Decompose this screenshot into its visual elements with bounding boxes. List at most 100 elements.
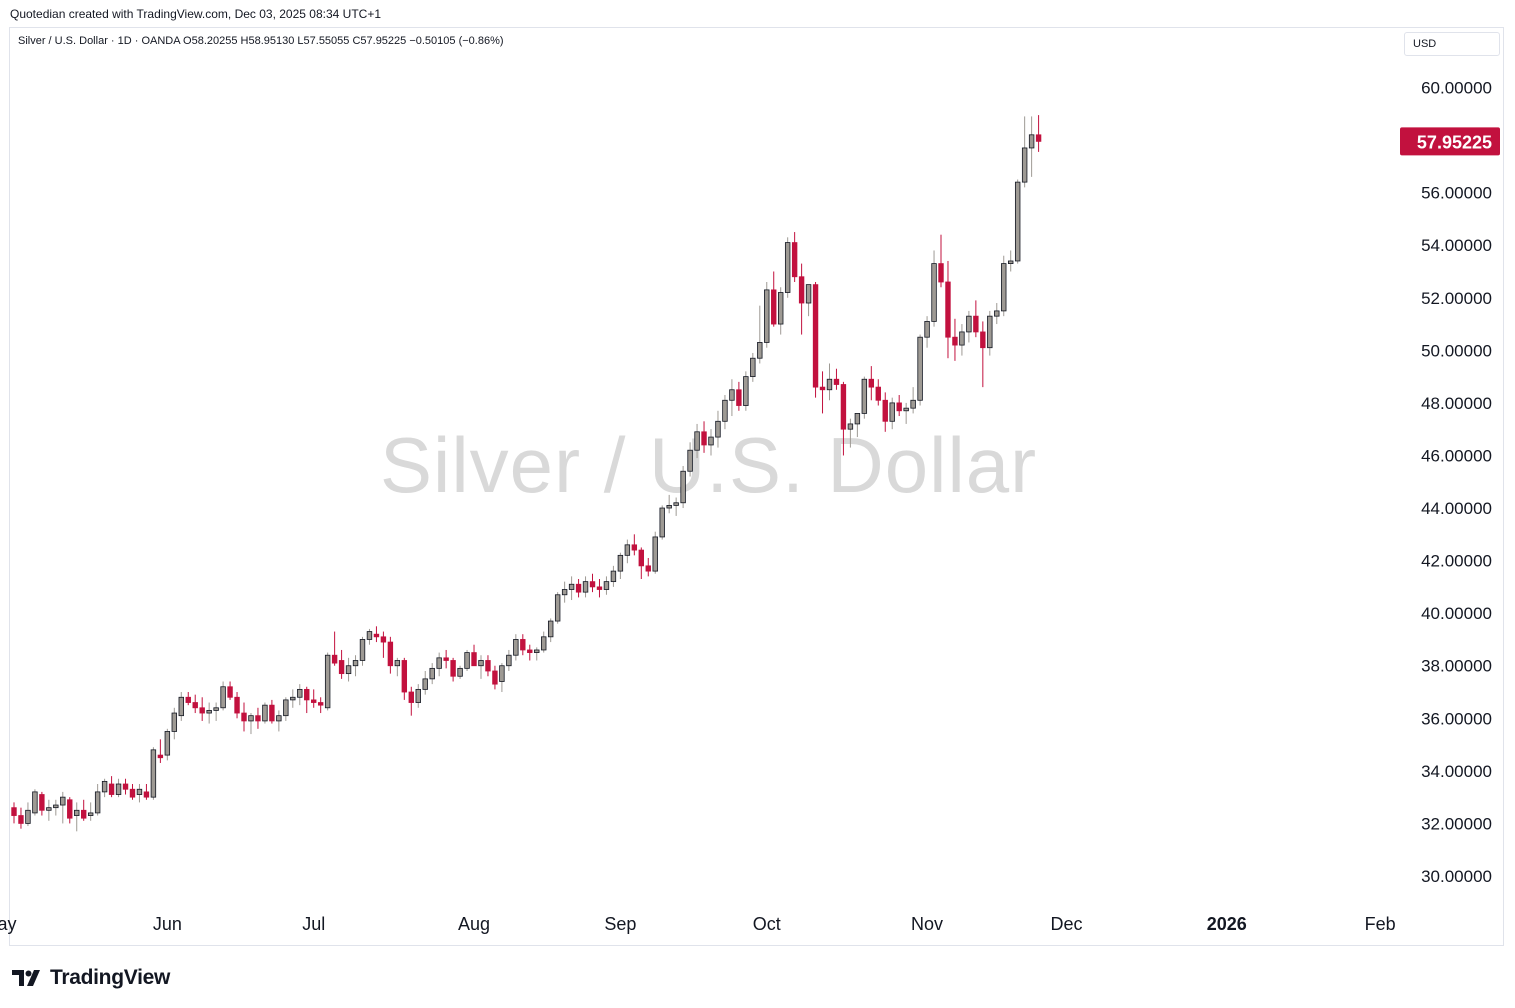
candle — [352, 655, 359, 677]
candle — [798, 263, 805, 335]
chart-frame[interactable] — [9, 27, 1504, 946]
candle-body — [94, 791, 101, 814]
candle — [554, 592, 561, 624]
candle — [53, 799, 59, 816]
candle — [262, 702, 268, 724]
candle-body — [380, 636, 387, 643]
y-tick-label: 46.00000 — [1421, 446, 1492, 465]
candle — [492, 665, 498, 690]
candle-body — [478, 660, 484, 667]
candle-body — [248, 715, 254, 722]
candle — [534, 647, 540, 661]
candle-body — [345, 665, 352, 675]
y-tick-label: 50.00000 — [1421, 341, 1492, 360]
candle-body — [317, 702, 324, 706]
candle-body — [638, 549, 644, 567]
candle — [520, 634, 526, 656]
y-tick-label: 52.00000 — [1421, 289, 1492, 308]
candle-body — [485, 660, 491, 672]
candle-body — [53, 804, 59, 809]
candle — [443, 649, 449, 669]
candle — [108, 776, 115, 798]
candle-body — [736, 389, 742, 406]
candle-body — [610, 570, 617, 583]
candle — [185, 692, 191, 706]
candle — [457, 665, 463, 679]
candle — [833, 368, 840, 390]
candle-body — [568, 583, 575, 590]
candle-body — [931, 263, 937, 322]
candle-body — [896, 402, 902, 412]
candle-body — [352, 660, 359, 667]
candle-body — [464, 652, 470, 669]
candle — [582, 576, 589, 598]
candle — [701, 421, 707, 453]
candle — [345, 657, 352, 682]
candle-body — [868, 378, 875, 388]
candle — [283, 697, 289, 721]
candle-body — [443, 657, 449, 661]
candle — [959, 324, 965, 356]
candle — [778, 287, 784, 335]
candle — [1001, 255, 1007, 317]
candle — [464, 649, 470, 671]
candle — [987, 310, 993, 356]
candle — [589, 573, 596, 593]
candle-body — [87, 812, 94, 816]
candle-body — [206, 710, 212, 714]
currency-selector[interactable]: USD — [1404, 32, 1500, 56]
candle — [610, 565, 617, 587]
candle-body — [903, 407, 909, 412]
candle-body — [164, 731, 171, 756]
attribution-text: Quotedian created with TradingView.com, … — [10, 7, 381, 21]
candle-body — [966, 315, 972, 333]
x-tick-label: Feb — [1365, 914, 1396, 934]
candle-body — [331, 654, 338, 664]
candle-body — [269, 704, 275, 722]
candle-body — [833, 378, 840, 385]
candle — [234, 692, 240, 719]
y-tick-label: 54.00000 — [1421, 236, 1492, 255]
candle-body — [798, 276, 805, 304]
candle-body — [373, 633, 380, 638]
candle-body — [764, 289, 770, 343]
candle — [743, 371, 749, 411]
candle-body — [234, 696, 240, 714]
candle — [485, 655, 491, 677]
candle — [94, 784, 101, 816]
candle-body — [826, 378, 833, 391]
candle — [143, 784, 150, 800]
last-price-tag-bg — [1400, 127, 1500, 156]
candle — [687, 442, 693, 477]
candle-body — [596, 586, 603, 590]
candle-body — [436, 657, 442, 669]
candle — [771, 271, 777, 327]
candle-body — [499, 665, 505, 682]
candle-body — [25, 809, 31, 824]
candle-body — [1001, 263, 1007, 312]
tradingview-logo[interactable]: TradingView — [12, 966, 170, 990]
candle — [924, 316, 930, 348]
candle — [903, 402, 909, 424]
candle — [415, 684, 421, 708]
candle-body — [527, 649, 533, 653]
candle-body — [547, 620, 554, 638]
candle-body — [631, 544, 638, 551]
candle — [575, 578, 582, 598]
candle — [46, 799, 52, 821]
candle-body — [750, 357, 756, 378]
candle-body — [171, 712, 178, 732]
y-tick-label: 32.00000 — [1421, 814, 1492, 833]
candle-body — [659, 507, 665, 538]
candle-body — [18, 815, 24, 824]
candle — [1014, 179, 1021, 264]
last-price-tag: 57.95225 — [1400, 127, 1500, 156]
candle-body — [262, 704, 268, 722]
candle — [422, 670, 428, 695]
candle-body — [429, 667, 435, 680]
candle-body — [952, 336, 958, 346]
candle — [87, 802, 94, 821]
candle-body — [227, 686, 233, 698]
candle-body — [757, 342, 763, 359]
